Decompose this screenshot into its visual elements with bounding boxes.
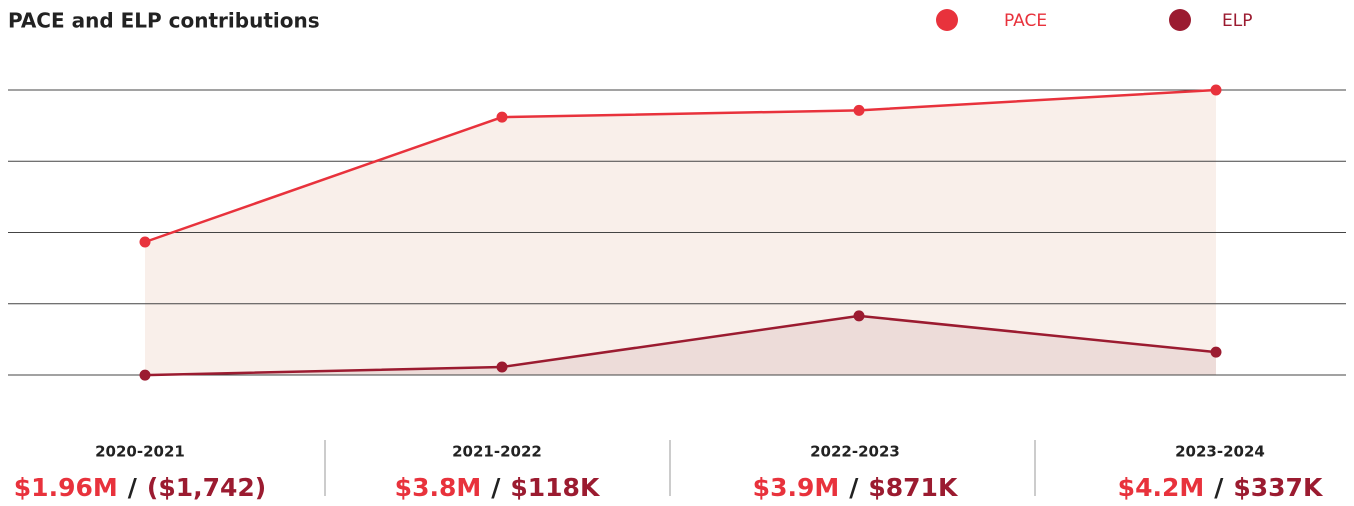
pace-value: $1.96M — [14, 473, 118, 502]
legend-label: ELP — [1222, 11, 1252, 31]
legend-marker — [1169, 9, 1191, 31]
point — [496, 111, 508, 123]
pace-value: $4.2M — [1118, 473, 1205, 502]
category-label: 2022-2023 — [810, 443, 900, 461]
point — [139, 236, 151, 248]
pace-value: $3.8M — [395, 473, 482, 502]
point — [853, 104, 865, 116]
point — [853, 310, 865, 322]
separator: / — [128, 473, 138, 502]
legend-marker — [936, 9, 958, 31]
pace-value: $3.9M — [753, 473, 840, 502]
elp-value: $118K — [510, 473, 601, 502]
category-label: 2023-2024 — [1175, 443, 1265, 461]
value-label: $3.9M / $871K — [753, 473, 959, 502]
point — [139, 369, 151, 381]
separator: / — [849, 473, 859, 502]
line — [144, 314, 1217, 377]
separator: / — [1214, 473, 1224, 502]
value-label: $1.96M / ($1,742) — [14, 473, 266, 502]
elp-value: $337K — [1233, 473, 1324, 502]
elp-value: ($1,742) — [147, 473, 266, 502]
point — [1210, 346, 1222, 358]
category-label: 2020-2021 — [95, 443, 185, 461]
chart-title: PACE and ELP contributions — [8, 9, 320, 33]
elp-value: $871K — [868, 473, 959, 502]
area — [145, 315, 1216, 376]
value-label: $3.8M / $118K — [395, 473, 601, 502]
category-label: 2021-2022 — [452, 443, 542, 461]
line — [144, 88, 1217, 244]
value-label: $4.2M / $337K — [1118, 473, 1324, 502]
legend-label: PACE — [1004, 11, 1047, 31]
point — [496, 361, 508, 373]
separator: / — [491, 473, 501, 502]
point — [1210, 84, 1222, 96]
